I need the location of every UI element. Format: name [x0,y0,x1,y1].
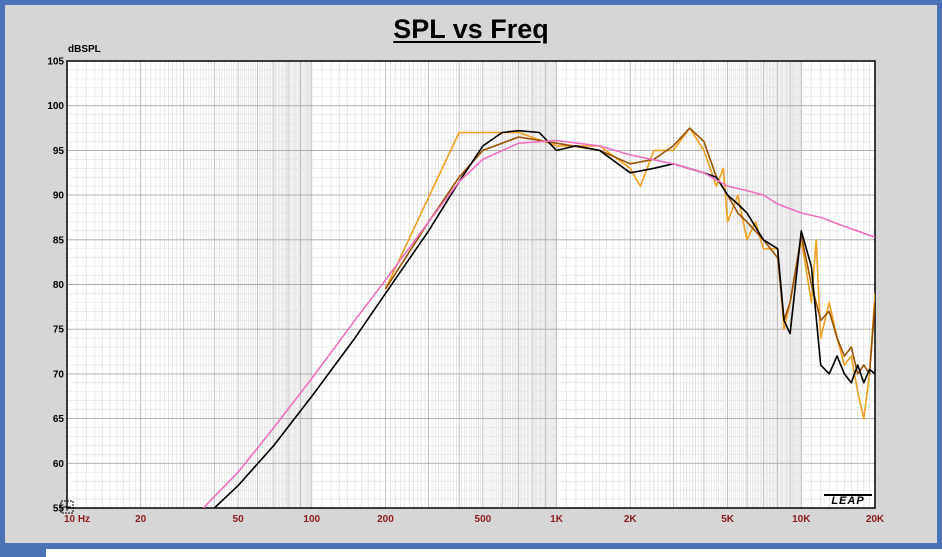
x-tick-label: 50 [233,514,245,525]
x-tick-label: 200 [377,514,394,525]
chart-title: SPL vs Freq [393,14,549,44]
window-bottom-panel [46,549,942,557]
x-tick-label: 10K [792,514,811,525]
y-axis-label: dBSPL [68,44,101,55]
plot-border [66,60,876,509]
series-line-2 [384,127,875,375]
series-line-4 [202,139,875,508]
x-tick-label: 500 [475,514,492,525]
x-tick-label: 5K [721,514,735,525]
series-line-1 [384,127,875,420]
y-tick-label: 90 [53,191,65,202]
x-tick-label: 10 Hz [64,514,90,525]
y-tick-label: 75 [53,325,65,336]
y-tick-label: 105 [47,57,64,68]
y-tick-label: 55 [53,504,65,515]
y-tick-label: 65 [53,414,65,425]
y-tick-label: 85 [53,235,65,246]
leap-logo: LEAP [824,494,872,508]
y-tick-label: 100 [47,101,64,112]
x-tick-label: 100 [303,514,320,525]
x-tick-label: 20K [866,514,885,525]
crosshair-cursor-icon[interactable] [60,500,74,514]
y-tick-label: 80 [53,280,65,291]
y-tick-label: 95 [53,146,65,157]
x-tick-label: 2K [624,514,638,525]
y-tick-label: 70 [53,369,65,380]
y-tick-label: 60 [53,459,65,470]
x-tick-label: 1K [550,514,564,525]
series-line-3 [213,129,875,508]
x-tick-label: 20 [135,514,147,525]
